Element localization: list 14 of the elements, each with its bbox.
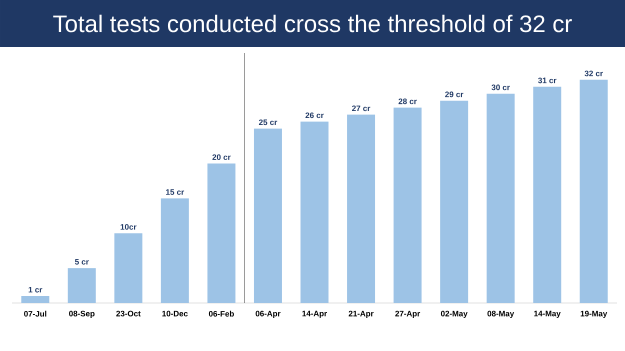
chart-title: Total tests conducted cross the threshold of 32 cr (53, 14, 572, 32)
bar (580, 80, 608, 303)
bar (347, 114, 376, 303)
bar (300, 122, 329, 303)
bar (68, 268, 96, 303)
bar (533, 86, 562, 303)
bar (486, 94, 515, 303)
bar (254, 128, 282, 303)
bar (394, 108, 422, 303)
bar (160, 198, 189, 303)
bar (114, 233, 142, 303)
bar (207, 163, 236, 303)
bar (21, 296, 50, 303)
bar (440, 100, 468, 303)
